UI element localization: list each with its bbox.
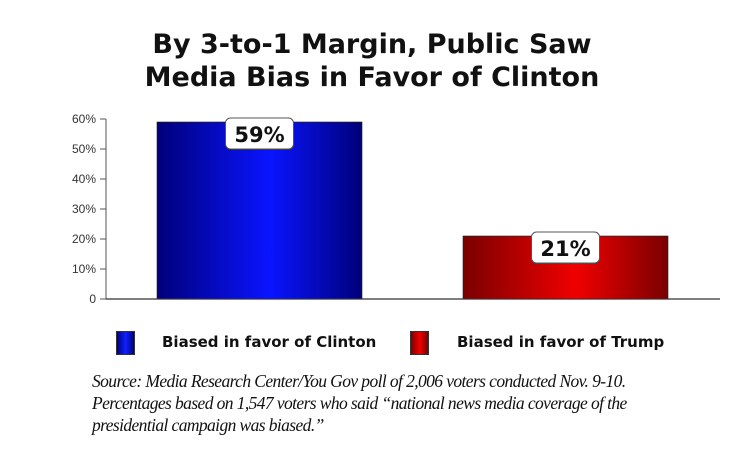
y-tick-label: 30% — [72, 202, 96, 216]
legend-label-clinton: Biased in favor of Clinton — [162, 333, 377, 351]
legend-swatch-trump — [410, 331, 429, 355]
legend-label-trump: Biased in favor of Trump — [457, 333, 665, 351]
legend-swatch-clinton — [116, 331, 135, 355]
y-tick-label: 20% — [72, 232, 96, 246]
data-label-0: 59% — [234, 123, 284, 147]
y-tick-label: 40% — [72, 172, 96, 186]
source-line-1: Source: Media Research Center/You Gov po… — [92, 371, 626, 391]
data-label-box-1 — [531, 231, 600, 264]
chart-title-line-1: By 3-to-1 Margin, Public Saw — [152, 29, 592, 60]
bar-0 — [156, 121, 363, 300]
y-tick-label: 10% — [72, 262, 96, 276]
source-line-3: presidential campaign was biased.” — [92, 415, 324, 435]
y-tick-label: 0 — [89, 292, 96, 306]
data-label-box-0 — [225, 117, 294, 150]
plot-area: 0 10% 20% 30% 40% 50% 60% 59% 21% — [72, 112, 720, 306]
y-tick-label: 60% — [72, 112, 96, 126]
source-line-2: Percentages based on 1,547 voters who sa… — [92, 393, 627, 413]
y-tick-label: 50% — [72, 142, 96, 156]
data-label-1: 21% — [540, 237, 590, 261]
source-note: Source: Media Research Center/You Gov po… — [92, 370, 732, 436]
chart-title-line-2: Media Bias in Favor of Clinton — [144, 62, 600, 93]
